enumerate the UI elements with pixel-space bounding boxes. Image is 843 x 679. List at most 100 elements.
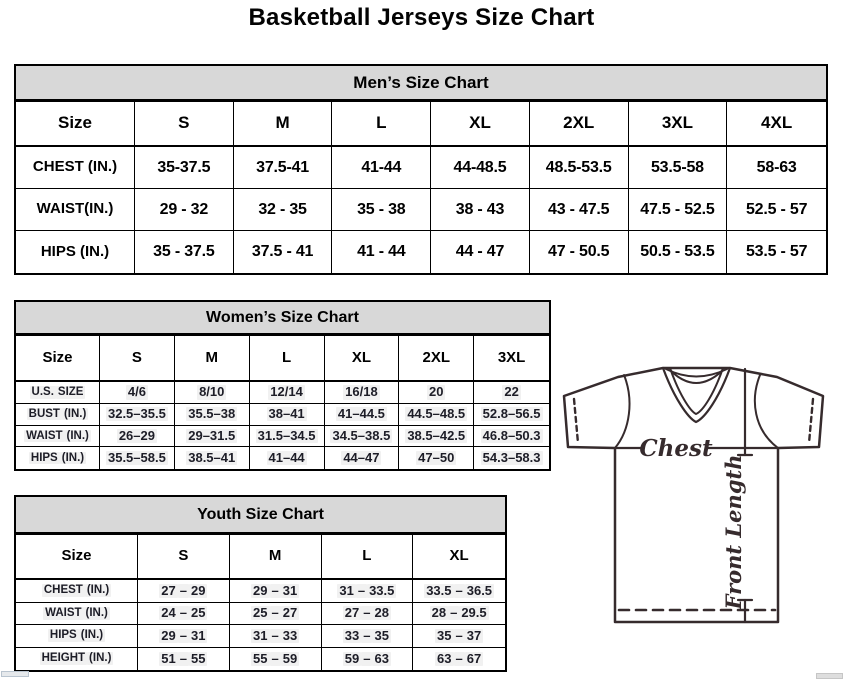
youth-value-cell: 31 – 33: [229, 625, 322, 648]
youth-size-header-label: Size: [16, 535, 138, 580]
mens-value-cell: 35-37.5: [135, 147, 234, 189]
mens-chart-title: Men’s Size Chart: [16, 66, 826, 102]
youth-value-cell: 29 – 31: [138, 625, 230, 648]
left-cuff-dashes: [572, 397, 580, 445]
womens-size-l: L: [249, 336, 325, 382]
youth-row-label: CHEST (IN.): [16, 580, 138, 603]
womens-value-cell: 4/6: [100, 382, 175, 404]
youth-row-label: HEIGHT (IN.): [16, 647, 138, 670]
womens-value-cell: 12/14: [249, 382, 325, 404]
womens-value-cell: 54.3–58.3: [480, 449, 543, 466]
womens-size-s: S: [100, 336, 175, 382]
mens-value-cell: 35 - 38: [332, 189, 432, 231]
mens-value-cell: 32 - 35: [233, 189, 333, 231]
mens-value-cell: 43 - 47.5: [529, 189, 629, 231]
horizontal-scrollbar-fragment[interactable]: [816, 673, 843, 679]
womens-value-cell: 16/18: [324, 382, 400, 404]
mens-row-label: CHEST (IN.): [16, 147, 135, 189]
mens-value-cell: 50.5 - 53.5: [629, 231, 728, 273]
mens-value-cell: 58-63: [727, 147, 826, 189]
mens-value-cell: 37.5 - 41: [234, 231, 333, 273]
mens-row-label: HIPS (IN.): [16, 231, 135, 273]
youth-chart-title: Youth Size Chart: [16, 497, 505, 535]
womens-size-chart-table: Women’s Size Chart Size S M L XL 2XL 3XL U.S. SI…: [14, 300, 551, 471]
mens-size-l: L: [332, 102, 432, 147]
womens-value-cell: 38.5–42.5: [399, 425, 475, 448]
horizontal-scrollbar-thumb[interactable]: [1, 671, 29, 677]
youth-row-label: WAIST (IN.): [16, 602, 138, 625]
youth-value-cell: 59 – 63: [322, 647, 414, 670]
womens-row-label: U.S. SIZE: [16, 382, 100, 404]
chest-dimension-label: Chest: [639, 435, 713, 462]
womens-value-cell: 52.8–56.5: [474, 404, 549, 426]
mens-row-label: WAIST(IN.): [16, 189, 135, 231]
youth-size-chart-table: Youth Size Chart Size S M L XL CHEST (IN.) 27 –…: [14, 495, 507, 672]
youth-value-cell: 27 – 29: [138, 580, 230, 603]
mens-value-cell: 38 - 43: [431, 189, 530, 231]
mens-size-header-label: Size: [16, 102, 135, 147]
womens-size-3xl: 3XL: [474, 336, 549, 382]
collar-inner-v: [669, 367, 724, 415]
youth-value-cell: 28 – 29.5: [413, 603, 505, 625]
mens-size-xl: XL: [431, 102, 530, 147]
youth-size-xl: XL: [413, 535, 505, 580]
youth-value-cell: 63 – 67: [435, 650, 484, 666]
mens-size-4xl: 4XL: [727, 102, 826, 147]
womens-value-cell: 35.5–58.5: [100, 447, 175, 469]
jersey-diagram-svg: Chest Front Length: [562, 366, 825, 624]
womens-value-cell: 46.8–50.3: [474, 426, 549, 448]
womens-value-cell: 29–31.5: [174, 425, 250, 448]
mens-size-2xl: 2XL: [529, 102, 629, 147]
womens-row-label: BUST (IN.): [16, 403, 100, 426]
mens-value-cell: 47.5 - 52.5: [628, 189, 728, 231]
womens-value-cell: 34.5–38.5: [324, 425, 400, 448]
mens-value-cell: 35 - 37.5: [135, 231, 234, 273]
womens-row-label: HIPS (IN.): [16, 447, 100, 469]
jersey-measurement-diagram: Chest Front Length: [556, 360, 828, 632]
mens-size-s: S: [135, 102, 234, 147]
youth-row-label: HIPS (IN.): [16, 625, 138, 648]
youth-value-cell: 27 – 28: [321, 602, 414, 625]
collar-outer-v: [661, 366, 732, 424]
mens-value-cell: 44-48.5: [431, 147, 530, 189]
jersey-outline: [562, 366, 825, 624]
mens-value-cell: 52.5 - 57: [727, 189, 826, 231]
mens-value-cell: 53.5 - 57: [745, 243, 808, 261]
womens-value-cell: 22: [474, 382, 549, 404]
mens-value-cell: 37.5-41: [233, 147, 333, 189]
womens-value-cell: 8/10: [174, 382, 250, 404]
right-armhole-seam: [753, 374, 779, 449]
womens-value-cell: 20: [399, 382, 475, 404]
page-title: Basketball Jerseys Size Chart: [248, 4, 595, 31]
mens-size-chart-table: Men’s Size Chart Size S M L XL 2XL 3XL 4XL CHEST …: [14, 64, 828, 275]
front-length-dimension-label: Front Length: [721, 455, 746, 611]
mens-value-cell: 48.5-53.5: [529, 147, 629, 189]
mens-value-cell: 41-44: [332, 147, 432, 189]
womens-value-cell: 41–44.5: [324, 403, 400, 426]
womens-row-label: WAIST (IN.): [16, 425, 100, 448]
mens-size-m: M: [233, 102, 333, 147]
youth-value-cell: 29 – 31: [229, 580, 322, 603]
womens-size-header-label: Size: [16, 336, 100, 382]
womens-value-cell: 44–47: [325, 447, 400, 469]
mens-size-3xl: 3XL: [628, 102, 728, 147]
youth-value-cell: 24 – 25: [138, 602, 230, 625]
youth-value-cell: 25 – 27: [229, 602, 322, 625]
womens-size-xl: XL: [324, 336, 400, 382]
youth-value-cell: 33.5 – 36.5: [413, 580, 505, 603]
youth-value-cell: 31 – 33.5: [321, 580, 414, 603]
youth-size-l: L: [321, 535, 414, 580]
youth-value-cell: 55 – 59: [230, 647, 322, 670]
womens-chart-title: Women’s Size Chart: [16, 302, 549, 336]
womens-value-cell: 47–50: [399, 447, 475, 469]
womens-value-cell: 38.5–41: [175, 447, 250, 469]
mens-value-cell: 44 - 47: [431, 231, 530, 273]
womens-size-2xl: 2XL: [399, 336, 475, 382]
womens-value-cell: 44.5–48.5: [399, 403, 475, 426]
womens-value-cell: 32.5–35.5: [100, 403, 175, 426]
womens-value-cell: 41–44: [250, 447, 325, 469]
womens-value-cell: 31.5–34.5: [249, 425, 325, 448]
right-cuff-dashes: [807, 397, 815, 445]
youth-size-s: S: [138, 535, 230, 580]
mens-value-cell: 53.5-58: [628, 147, 728, 189]
